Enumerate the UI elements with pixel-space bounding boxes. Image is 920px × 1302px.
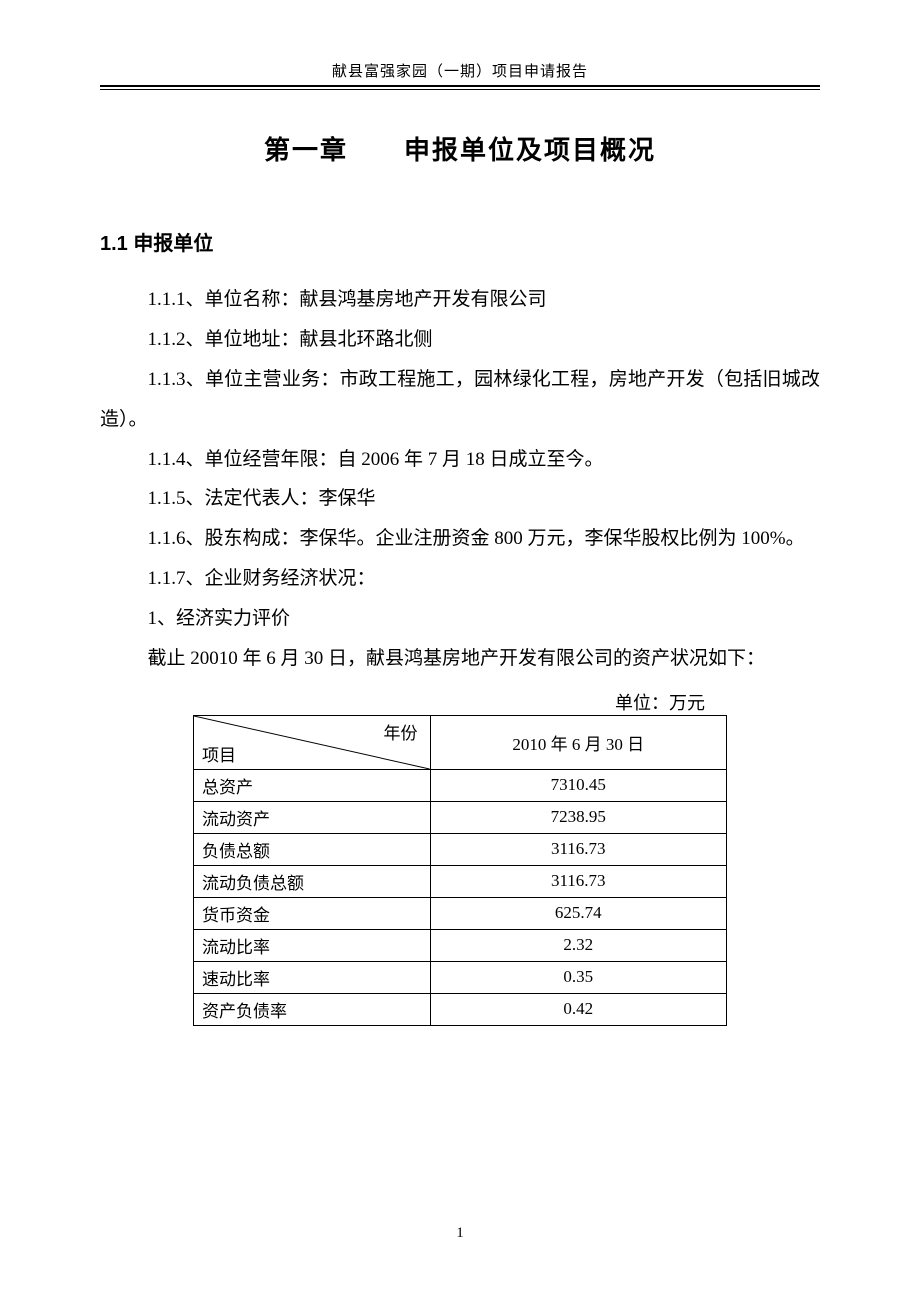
table-row: 速动比率 0.35 [194,961,727,993]
body-paragraph: 1、经济实力评价 [100,599,820,639]
financial-table: 年份 项目 2010 年 6 月 30 日 总资产 7310.45 流动资产 7… [193,715,727,1026]
table-row-label: 流动比率 [194,929,431,961]
document-page: 献县富强家园（一期）项目申请报告 第一章 申报单位及项目概况 1.1 申报单位 … [0,0,920,1026]
running-header: 献县富强家园（一期）项目申请报告 [100,60,820,85]
header-rule-thin [100,89,820,90]
table-row: 总资产 7310.45 [194,769,727,801]
table-row-value: 0.35 [430,961,726,993]
table-row-label: 资产负债率 [194,993,431,1025]
table-row-label: 总资产 [194,769,431,801]
header-rule-thick [100,85,820,87]
table-row-label: 速动比率 [194,961,431,993]
table-row-value: 625.74 [430,897,726,929]
table-column-header: 2010 年 6 月 30 日 [430,715,726,769]
table-row-label: 负债总额 [194,833,431,865]
body-paragraph: 1.1.6、股东构成：李保华。企业注册资金 800 万元，李保华股权比例为 10… [100,519,820,559]
table-row-value: 7310.45 [430,769,726,801]
table-unit-label: 单位：万元 [100,689,820,715]
page-number: 1 [0,1225,920,1242]
table-row-label: 流动负债总额 [194,865,431,897]
table-row-value: 2.32 [430,929,726,961]
table-row-value: 7238.95 [430,801,726,833]
diag-header-bottom: 项目 [202,741,236,766]
body-paragraph: 1.1.4、单位经营年限：自 2006 年 7 月 18 日成立至今。 [100,440,820,480]
chapter-title: 第一章 申报单位及项目概况 [100,130,820,167]
table-row-value: 3116.73 [430,865,726,897]
section-heading: 1.1 申报单位 [100,227,820,256]
body-paragraph: 1.1.2、单位地址：献县北环路北侧 [100,320,820,360]
diag-header-top: 年份 [384,719,418,744]
table-row: 流动负债总额 3116.73 [194,865,727,897]
table-row: 流动资产 7238.95 [194,801,727,833]
body-paragraph: 1.1.7、企业财务经济状况： [100,559,820,599]
diagonal-header-cell: 年份 项目 [194,715,431,769]
body-paragraph: 1.1.3、单位主营业务：市政工程施工，园林绿化工程，房地产开发（包括旧城改造）… [100,360,820,440]
table-row-value: 3116.73 [430,833,726,865]
body-paragraph: 1.1.5、法定代表人：李保华 [100,479,820,519]
table-row: 流动比率 2.32 [194,929,727,961]
table-row: 负债总额 3116.73 [194,833,727,865]
table-row: 资产负债率 0.42 [194,993,727,1025]
table-row-label: 货币资金 [194,897,431,929]
body-paragraph: 1.1.1、单位名称：献县鸿基房地产开发有限公司 [100,280,820,320]
table-header-row: 年份 项目 2010 年 6 月 30 日 [194,715,727,769]
table-row: 货币资金 625.74 [194,897,727,929]
table-row-label: 流动资产 [194,801,431,833]
table-row-value: 0.42 [430,993,726,1025]
body-paragraph: 截止 20010 年 6 月 30 日，献县鸿基房地产开发有限公司的资产状况如下… [100,639,820,679]
